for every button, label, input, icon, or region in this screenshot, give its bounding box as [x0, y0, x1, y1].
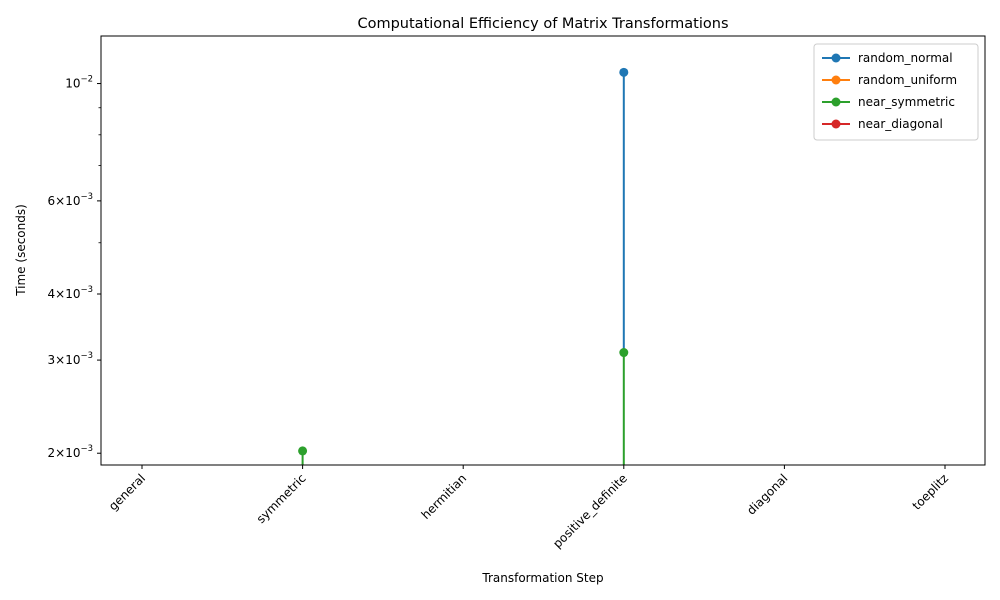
legend-swatch-marker: [831, 97, 841, 107]
y-tick-exponent: −3: [80, 351, 93, 361]
data-point: [619, 348, 629, 358]
series-random_normal: [619, 67, 629, 353]
y-tick-base: 10: [65, 287, 80, 301]
legend-item: random_uniform: [822, 73, 957, 87]
legend-label: random_normal: [858, 51, 953, 65]
x-tick-label: hermitian: [419, 471, 470, 522]
legend-swatch-marker: [831, 75, 841, 85]
y-tick-label: 4×10−3: [47, 285, 93, 301]
y-tick-base: 10: [65, 77, 80, 91]
legend: random_normal random_uniform near_symmetri…: [813, 43, 979, 141]
legend-item: near_symmetric: [822, 95, 955, 109]
x-tick-label: positive_definite: [550, 471, 630, 551]
legend-item: near_diagonal: [822, 117, 943, 131]
legend-label: near_symmetric: [858, 95, 955, 109]
y-tick-mantissa: 3×: [47, 353, 65, 367]
y-tick-mantissa: 6×: [47, 194, 65, 208]
x-tick-label: toeplitz: [910, 471, 952, 513]
y-tick-label: 10−2: [65, 75, 93, 91]
legend-swatch-marker: [831, 119, 841, 129]
x-tick-label: symmetric: [254, 471, 309, 526]
y-tick-mantissa: 2×: [47, 446, 65, 460]
plot-series: [298, 67, 629, 465]
x-tick-label: diagonal: [744, 471, 790, 517]
x-axis-ticks: general symmetric hermitian positive_defini…: [106, 465, 951, 551]
y-tick-label: 2×10−3: [47, 444, 93, 460]
legend-label: random_uniform: [858, 73, 957, 87]
legend-item: random_normal: [822, 51, 953, 65]
y-axis-ticks: 2×10−33×10−34×10−36×10−310−2: [47, 75, 101, 460]
legend-swatch-marker: [831, 53, 841, 63]
y-tick-base: 10: [65, 194, 80, 208]
series-near_symmetric: [298, 348, 629, 465]
y-tick-label: 6×10−3: [47, 192, 93, 208]
y-tick-base: 10: [65, 353, 80, 367]
y-tick-exponent: −3: [80, 444, 93, 454]
y-tick-exponent: −3: [80, 285, 93, 295]
data-point: [298, 446, 308, 456]
y-tick-mantissa: 4×: [47, 287, 65, 301]
legend-label: near_diagonal: [858, 117, 943, 131]
x-tick-label: general: [106, 471, 148, 513]
plot-frame: [100, 35, 986, 466]
chart-title: Computational Efficiency of Matrix Trans…: [357, 16, 728, 32]
y-axis-label: Time (seconds): [14, 204, 28, 297]
y-tick-exponent: −2: [80, 75, 93, 85]
data-point: [619, 67, 629, 77]
y-tick-label: 3×10−3: [47, 351, 93, 367]
y-tick-exponent: −3: [80, 192, 93, 202]
y-tick-base: 10: [65, 446, 80, 460]
legend-box: [813, 43, 979, 141]
x-axis-label: Transformation Step: [481, 571, 603, 585]
